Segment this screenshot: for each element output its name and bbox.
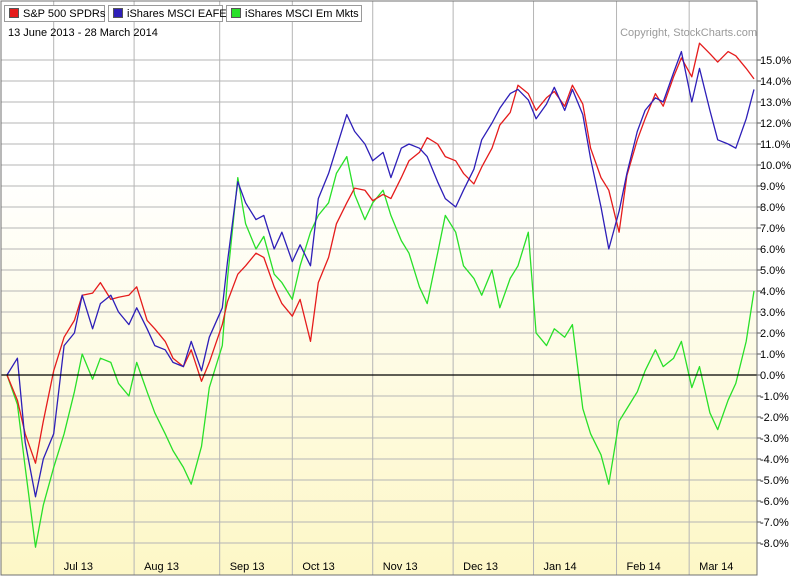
- series-line-em: [6, 155, 755, 548]
- y-tick-label: 3.0%: [760, 307, 785, 319]
- y-tick-label: 2.0%: [760, 328, 785, 340]
- x-tick-label: Jul 13: [64, 561, 93, 573]
- series-line-sp500: [6, 42, 755, 464]
- y-tick-label: 12.0%: [760, 118, 791, 130]
- copyright-label: Copyright, StockCharts.com: [620, 27, 757, 39]
- y-tick-label: -2.0%: [760, 412, 789, 424]
- y-tick-label: 1.0%: [760, 349, 785, 361]
- y-tick-label: 11.0%: [760, 139, 791, 151]
- y-tick-label: 4.0%: [760, 286, 785, 298]
- series-group: [6, 42, 755, 548]
- x-tick-label: Oct 13: [302, 561, 334, 573]
- legend-label: S&P 500 SPDRs: [23, 8, 106, 20]
- y-tick-label: -5.0%: [760, 475, 789, 487]
- y-tick-label: 8.0%: [760, 202, 785, 214]
- date-range-label: 13 June 2013 - 28 March 2014: [8, 27, 158, 39]
- y-tick-label: -4.0%: [760, 454, 789, 466]
- legend-item: iShares MSCI EAFE: [108, 5, 227, 22]
- legend-swatch: [231, 8, 241, 18]
- x-tick-label: Nov 13: [383, 561, 418, 573]
- y-tick-label: 6.0%: [760, 244, 785, 256]
- y-tick-label: 14.0%: [760, 76, 791, 88]
- x-tick-label: Aug 13: [144, 561, 179, 573]
- y-tick-label: 13.0%: [760, 97, 791, 109]
- x-tick-label: Jan 14: [544, 561, 577, 573]
- gridlines: [1, 1, 757, 575]
- legend-item: iShares MSCI Em Mkts: [226, 5, 362, 22]
- plot-background: [1, 1, 757, 575]
- legend-label: iShares MSCI Em Mkts: [245, 8, 359, 20]
- series-line-eafe: [6, 50, 755, 498]
- legend-label: iShares MSCI EAFE: [127, 8, 227, 20]
- y-tick-label: 9.0%: [760, 181, 785, 193]
- y-tick-label: -7.0%: [760, 517, 789, 529]
- x-tick-label: Mar 14: [699, 561, 733, 573]
- y-tick-label: -6.0%: [760, 496, 789, 508]
- plot-border: [0, 0, 758, 576]
- y-tick-label: 0.0%: [760, 370, 785, 382]
- legend-item: S&P 500 SPDRs: [4, 5, 105, 22]
- legend-swatch: [9, 8, 19, 18]
- y-tick-label: 10.0%: [760, 160, 791, 172]
- y-tick-label: -1.0%: [760, 391, 789, 403]
- x-tick-label: Feb 14: [627, 561, 661, 573]
- y-tick-label: -3.0%: [760, 433, 789, 445]
- y-tick-label: 7.0%: [760, 223, 785, 235]
- x-tick-label: Dec 13: [463, 561, 498, 573]
- legend-swatch: [113, 8, 123, 18]
- y-tick-label: 15.0%: [760, 55, 791, 67]
- y-tick-label: 5.0%: [760, 265, 785, 277]
- x-tick-label: Sep 13: [230, 561, 265, 573]
- y-tick-label: -8.0%: [760, 538, 789, 550]
